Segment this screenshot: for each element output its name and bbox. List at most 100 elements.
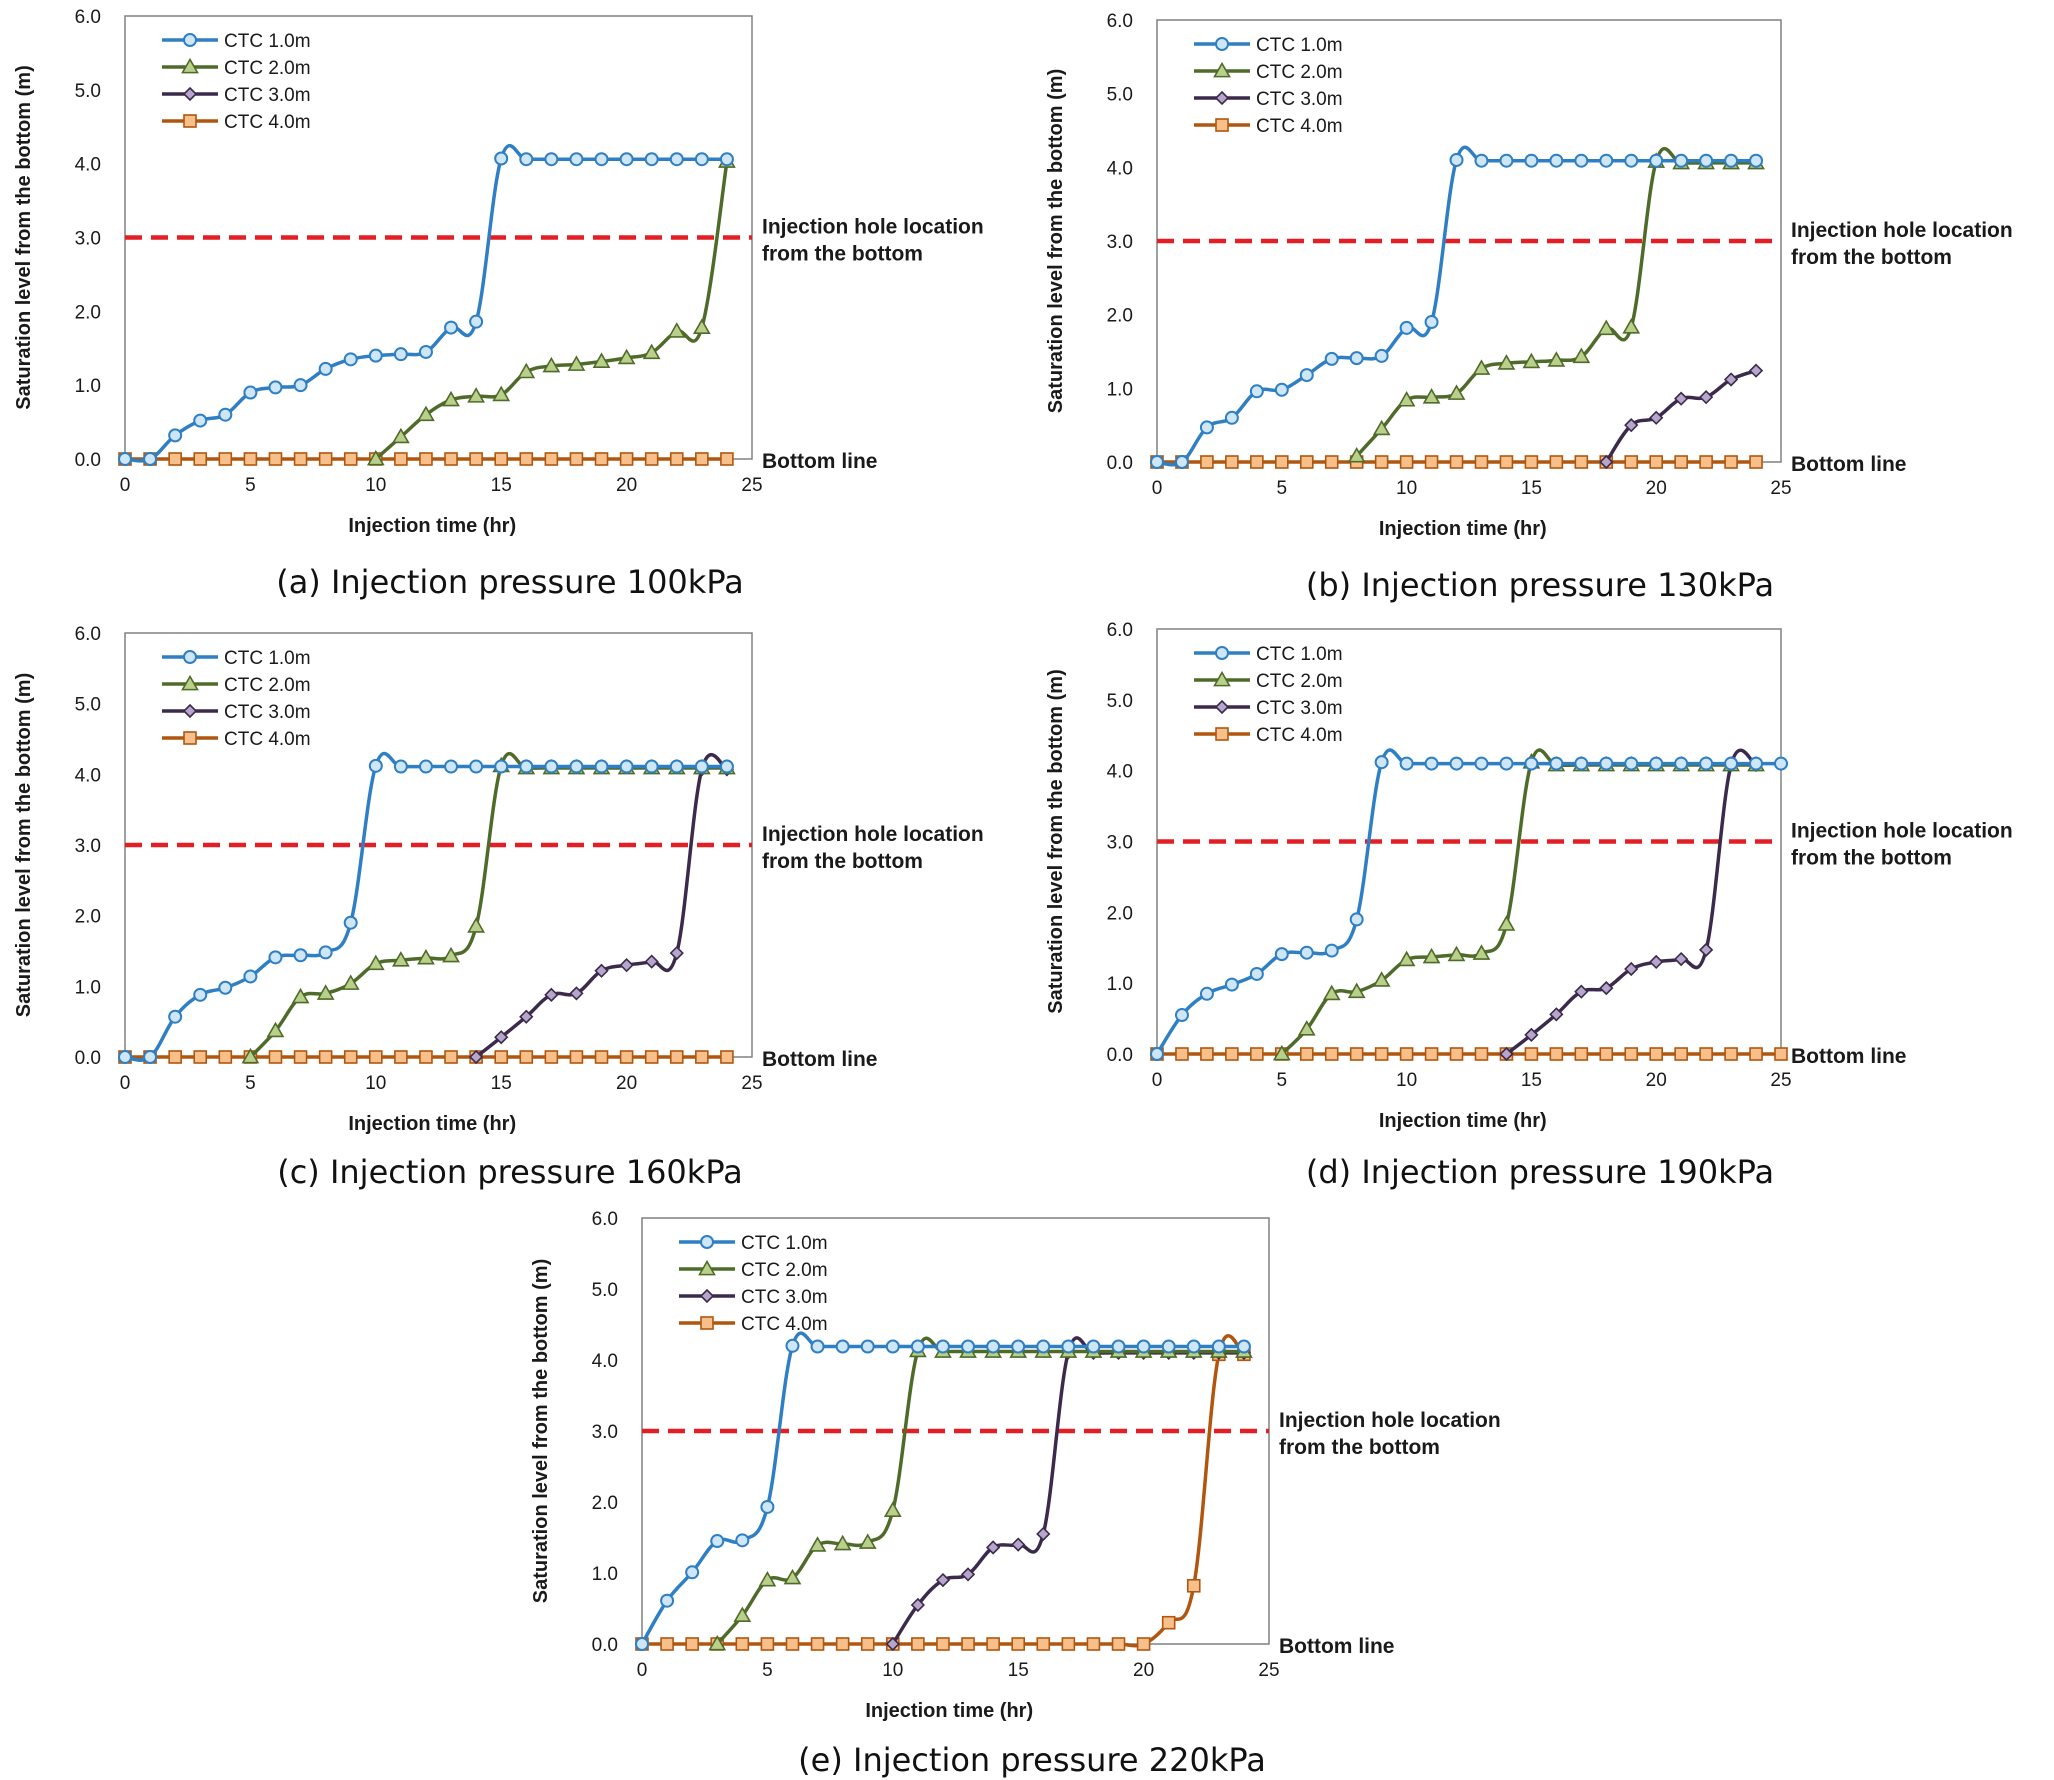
data-point (1349, 351, 1364, 366)
data-point (1399, 320, 1414, 335)
data-point (218, 980, 233, 995)
legend-label: CTC 1.0m (1256, 35, 1343, 56)
bottom-line-label: Bottom line (1791, 453, 1907, 476)
data-point (1549, 1007, 1564, 1022)
data-point (1347, 446, 1366, 463)
y-tick-label: 2.0 (75, 302, 101, 323)
x-tick-label: 0 (1152, 1070, 1163, 1091)
x-tick-label: 15 (491, 475, 512, 496)
data-point (594, 1050, 609, 1064)
data-point (193, 987, 208, 1002)
data-point (143, 1050, 158, 1064)
chart-panel-5: 0.0 1.0 2.0 3.0 4.0 5.0 6.0 0 5 10 15 20 25 Injection… (530, 1209, 1501, 1779)
x-tick-label: 5 (245, 475, 256, 496)
data-point (343, 915, 358, 930)
data-point (1399, 455, 1414, 469)
data-point (418, 759, 433, 774)
data-point (1111, 1637, 1126, 1651)
data-point (669, 759, 684, 774)
data-point (366, 954, 385, 971)
injection-hole-label: from the bottom (1279, 1436, 1440, 1459)
y-tick-label: 6.0 (75, 7, 101, 28)
injection-hole-label: from the bottom (1791, 847, 1952, 870)
data-point (785, 1338, 800, 1353)
x-tick-label: 15 (1521, 478, 1542, 499)
data-point (1497, 354, 1516, 370)
x-tick-label: 0 (120, 1073, 131, 1094)
y-tick-label: 3.0 (1107, 232, 1133, 253)
y-tick-label: 1.0 (1107, 974, 1133, 995)
data-point (1086, 1339, 1101, 1354)
legend-label: CTC 4.0m (224, 729, 311, 750)
data-point (1624, 1047, 1639, 1061)
data-point (1472, 359, 1491, 375)
data-point (594, 152, 609, 167)
data-point (343, 352, 358, 367)
data-point (1174, 1008, 1189, 1023)
data-point (467, 387, 485, 403)
x-tick-label: 5 (1277, 1070, 1288, 1091)
data-point (519, 1009, 534, 1024)
data-point (935, 1572, 951, 1588)
data-point (268, 380, 283, 395)
panel-caption: (e) Injection pressure 220kPa (798, 1741, 1266, 1779)
x-tick-label: 10 (365, 1073, 386, 1094)
data-point (1749, 455, 1763, 469)
data-point (1474, 756, 1489, 771)
data-point (567, 355, 586, 371)
data-point (783, 1568, 802, 1585)
data-point (720, 452, 734, 466)
data-point (669, 152, 684, 167)
data-point (569, 452, 584, 466)
data-point (1374, 455, 1389, 469)
y-tick-label: 4.0 (1107, 158, 1133, 179)
data-point (519, 759, 534, 774)
data-point (1011, 1339, 1026, 1354)
y-tick-label: 6.0 (1107, 620, 1133, 641)
data-point (193, 452, 208, 466)
legend-marker (183, 650, 197, 664)
data-point (986, 1339, 1001, 1354)
y-tick-label: 2.0 (1107, 306, 1133, 327)
data-point (1499, 1046, 1514, 1062)
data-point (1499, 153, 1514, 168)
data-point (1674, 756, 1689, 771)
legend-marker (1215, 118, 1229, 132)
injection-hole-label: from the bottom (1791, 246, 1952, 269)
data-point (293, 948, 308, 963)
data-point (1599, 980, 1614, 996)
data-point (1275, 455, 1289, 469)
data-point (168, 452, 182, 466)
data-point (1524, 1027, 1539, 1043)
x-tick-label: 5 (1277, 478, 1288, 499)
y-tick-label: 3.0 (75, 229, 101, 250)
legend-marker (183, 114, 197, 128)
chart-panel-1: 0.0 1.0 2.0 3.0 4.0 5.0 6.0 0 5 10 15 20 25 Injection… (13, 7, 984, 601)
data-point (810, 1339, 825, 1354)
data-point (1674, 455, 1688, 469)
data-point (858, 1533, 877, 1549)
data-point (619, 152, 634, 167)
data-point (694, 759, 709, 774)
data-point (1175, 1047, 1189, 1061)
legend-marker (698, 1259, 716, 1276)
data-point (1449, 756, 1464, 771)
data-point (368, 348, 383, 363)
data-point (1186, 1339, 1201, 1354)
data-point (519, 152, 534, 167)
data-point (860, 1339, 875, 1354)
data-point (1472, 944, 1491, 960)
legend-label: CTC 2.0m (224, 675, 311, 696)
data-point (243, 385, 258, 400)
x-tick-label: 0 (637, 1660, 648, 1681)
data-point (885, 1339, 900, 1354)
data-point (735, 1533, 750, 1548)
data-point (1624, 455, 1639, 469)
data-point (719, 759, 734, 774)
data-point (1724, 756, 1739, 771)
data-point (1624, 153, 1639, 168)
data-point (1574, 153, 1589, 168)
injection-hole-label: Injection hole location (1791, 820, 2013, 843)
data-point (685, 1637, 699, 1651)
data-point (394, 452, 408, 466)
